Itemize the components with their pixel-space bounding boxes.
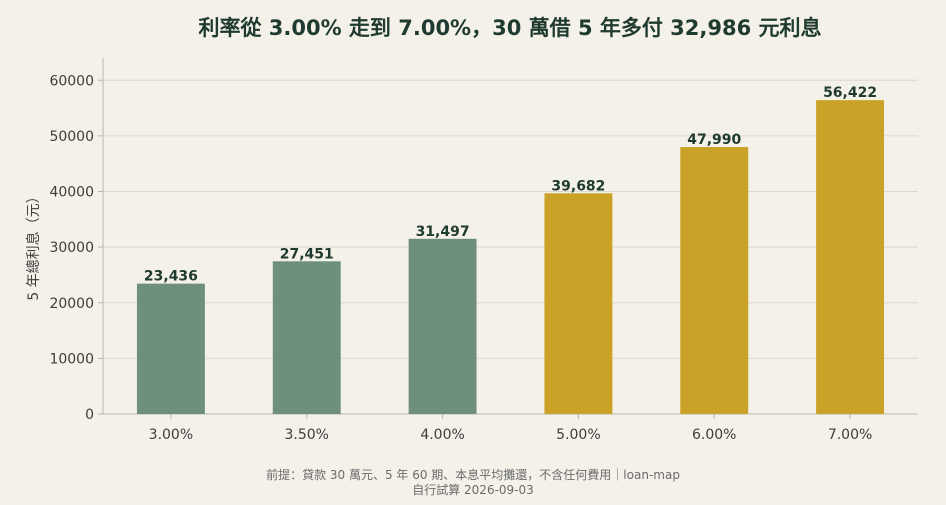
bar (544, 193, 613, 414)
y-axis-label: 5 年總利息（元） (25, 189, 42, 300)
y-tick-label: 40000 (49, 185, 94, 201)
tick-labels: 0 10000 20000 30000 40000 50000 60000 3.00% 3.50… (49, 73, 872, 443)
x-tick-label: 6.00% (692, 427, 736, 443)
y-tick-label: 60000 (49, 73, 94, 89)
footnote-date: 自行試算 2026-09-03 (412, 482, 534, 497)
bar (272, 261, 341, 414)
x-tick-label: 7.00% (828, 427, 872, 443)
bar (680, 147, 749, 415)
bar-value-label: 56,422 (823, 85, 877, 101)
gridlines (103, 79, 918, 415)
bars (136, 100, 885, 415)
y-tick-label: 50000 (49, 129, 94, 145)
x-tick-label: 4.00% (420, 427, 464, 443)
chart-title: 利率從 3.00% 走到 7.00%，30 萬借 5 年多付 32,986 元利… (198, 16, 821, 40)
y-tick-label: 0 (85, 407, 94, 423)
data-labels: 23,436 27,451 31,497 39,682 47,990 56,422 (144, 85, 877, 284)
bar (408, 238, 477, 414)
bar-value-label: 47,990 (687, 132, 741, 148)
footnote-assumptions: 前提：貸款 30 萬元、5 年 60 期、本息平均攤還，不含任何費用｜loan-… (266, 467, 680, 482)
bar-value-label: 31,497 (416, 224, 470, 240)
bar (816, 100, 885, 415)
bar-value-label: 23,436 (144, 269, 198, 285)
x-tick-label: 3.00% (149, 427, 193, 443)
bar-value-label: 27,451 (280, 246, 334, 262)
y-tick-label: 20000 (49, 296, 94, 312)
y-tick-label: 10000 (49, 351, 94, 367)
bar (136, 283, 205, 414)
axes (98, 58, 918, 419)
x-tick-label: 5.00% (556, 427, 600, 443)
y-tick-label: 30000 (49, 240, 94, 256)
x-tick-label: 3.50% (285, 427, 329, 443)
bar-value-label: 39,682 (551, 178, 605, 194)
